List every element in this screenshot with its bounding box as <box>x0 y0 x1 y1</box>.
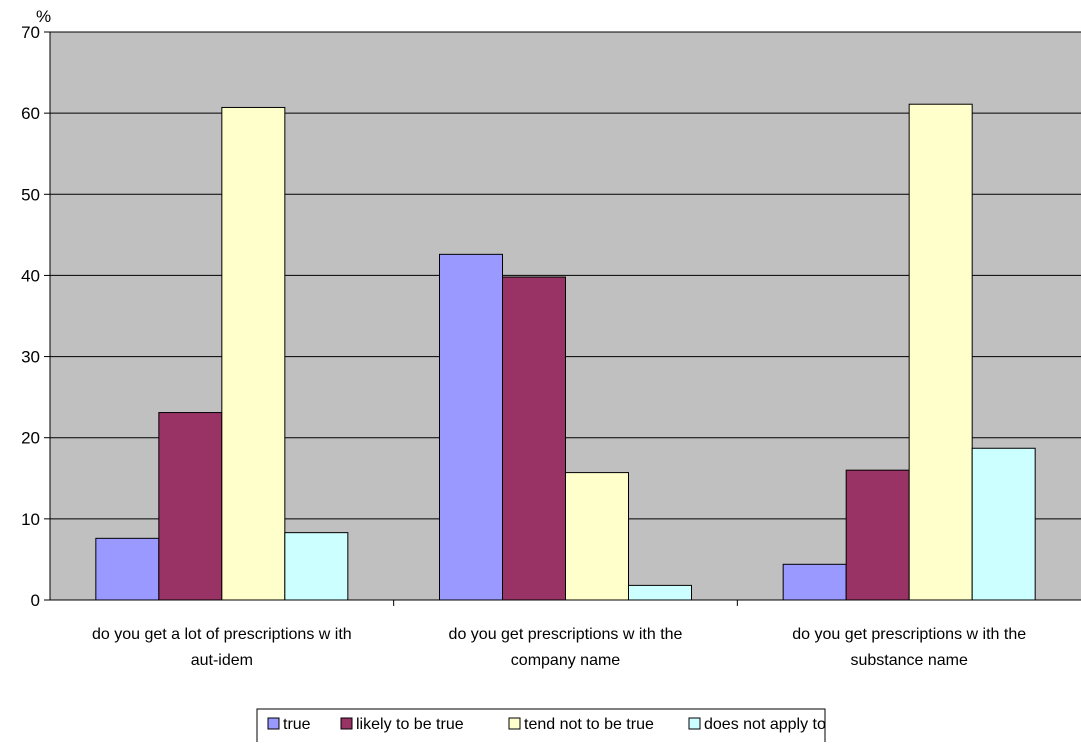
legend: true likely to be true tend not to be true… <box>256 708 826 744</box>
bar-does-not-apply-to-2 <box>971 447 1036 601</box>
category-label: aut-idem <box>191 652 253 669</box>
bar-does-not-apply-to-0 <box>284 532 349 601</box>
legend-swatch <box>340 717 353 730</box>
bar-likely-to-be-true-2 <box>845 469 910 601</box>
legend-label: true <box>283 716 311 733</box>
y-axis-unit-label: % <box>36 7 51 26</box>
category-label: do you get prescriptions w ith the <box>449 626 683 643</box>
legend-swatch <box>267 717 280 730</box>
legend-label: likely to be true <box>356 716 464 733</box>
legend-swatch <box>688 717 701 730</box>
axes: 0 10 20 30 40 50 60 70 <box>21 23 1081 610</box>
category-labels: do you get a lot of prescriptions w ith a… <box>92 626 1026 669</box>
bar-true-2 <box>782 563 847 601</box>
y-tick-label: 20 <box>21 429 40 448</box>
category-label: company name <box>511 652 620 669</box>
bar-does-not-apply-to-1 <box>628 584 692 601</box>
y-tick-label: 50 <box>21 185 40 204</box>
y-tick-label: 70 <box>21 23 40 42</box>
legend-label: does not apply to <box>704 716 826 733</box>
category-label: do you get prescriptions w ith the <box>792 626 1026 643</box>
bar-likely-to-be-true-1 <box>502 276 566 601</box>
y-tick-label: 10 <box>21 510 40 529</box>
bar-tend-not-to-be-true-1 <box>565 472 629 601</box>
bar-true-1 <box>439 253 503 601</box>
legend-label: tend not to be true <box>524 716 654 733</box>
bar-tend-not-to-be-true-0 <box>221 106 286 601</box>
legend-swatch <box>508 717 521 730</box>
y-tick-label: 40 <box>21 266 40 285</box>
bar-tend-not-to-be-true-2 <box>908 103 973 601</box>
y-tick-label: 0 <box>31 591 40 610</box>
category-label: substance name <box>850 652 968 669</box>
bar-likely-to-be-true-0 <box>158 412 223 601</box>
y-tick-label: 30 <box>21 348 40 367</box>
y-tick-label: 60 <box>21 104 40 123</box>
bar-true-0 <box>95 537 160 601</box>
category-label: do you get a lot of prescriptions w ith <box>92 626 352 643</box>
